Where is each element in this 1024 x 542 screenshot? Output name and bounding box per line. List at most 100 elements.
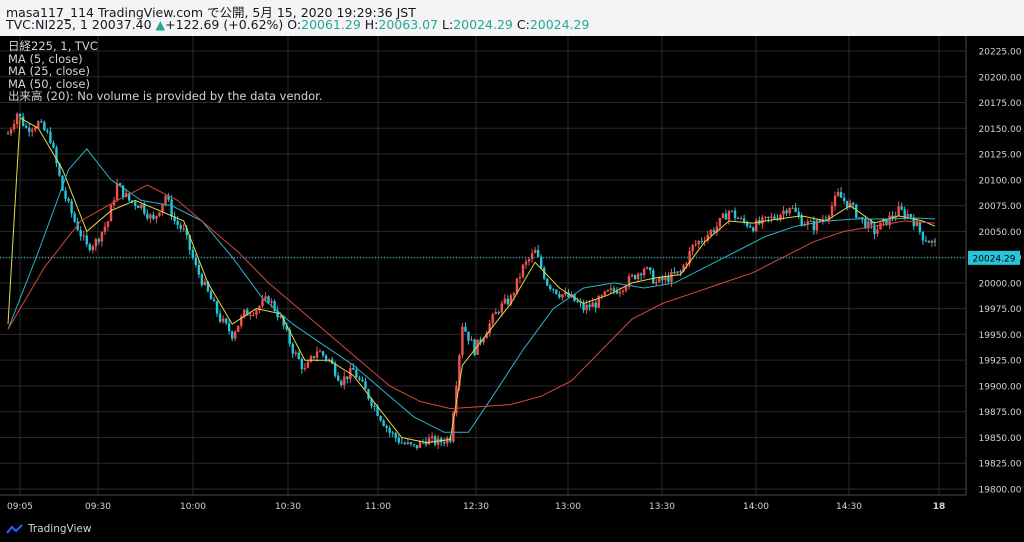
- high-value: 20063.07: [378, 17, 439, 32]
- candle-body: [924, 240, 928, 242]
- candle-body: [28, 127, 31, 132]
- price-chart[interactable]: 19800.00 19825.00 19850.00 19875.00 19900.00…: [0, 36, 1024, 518]
- candle-body: [218, 313, 222, 322]
- candle-body: [658, 277, 661, 283]
- legend-ma5[interactable]: MA (5, close): [8, 51, 83, 66]
- candle-body: [755, 220, 758, 232]
- candle-body: [361, 379, 364, 382]
- candle-body: [403, 443, 407, 445]
- candle-body: [552, 288, 555, 290]
- candle-body: [661, 277, 664, 281]
- y-tick-label: 20125.00: [979, 151, 1022, 161]
- candle-body: [697, 240, 700, 245]
- candle-body: [639, 273, 643, 276]
- candle-body: [773, 216, 776, 219]
- legend-ma25[interactable]: MA (25, close): [8, 64, 90, 79]
- candle-body: [833, 195, 837, 206]
- candle-body: [55, 147, 58, 164]
- candle-body: [24, 125, 28, 128]
- legend-series-title[interactable]: 日経225, 1, TVC: [8, 39, 98, 53]
- candle-body: [600, 295, 603, 297]
- chart-legend: 日経225, 1, TVC MA (5, close) MA (25, clos…: [8, 40, 323, 103]
- candle-body: [685, 263, 688, 266]
- candle-body: [82, 235, 85, 237]
- candle-body: [270, 301, 273, 303]
- candle-body: [521, 264, 525, 278]
- candle-body: [234, 331, 237, 339]
- candle-body: [785, 210, 788, 214]
- candle-body: [352, 367, 355, 370]
- candle-body: [373, 405, 376, 407]
- y-tick-label: 20175.00: [979, 99, 1022, 109]
- candle-body: [476, 339, 479, 355]
- legend-volume[interactable]: 出来高 (20): No volume is provided by the d…: [8, 89, 323, 104]
- candle-body: [358, 377, 361, 380]
- candle-body: [206, 281, 210, 292]
- candle-body: [94, 239, 98, 247]
- candle-body: [303, 367, 307, 370]
- candle-body: [630, 275, 634, 277]
- candle-body: [261, 299, 264, 307]
- candle-body: [252, 314, 255, 316]
- candle-body: [855, 204, 858, 218]
- candle-body: [827, 215, 831, 220]
- candle-body: [34, 127, 37, 130]
- candle-body: [506, 298, 510, 305]
- close-label: C:: [516, 17, 530, 32]
- candle-body: [621, 290, 625, 292]
- candle-body: [891, 215, 894, 218]
- legend-ma50[interactable]: MA (50, close): [8, 76, 90, 91]
- candle-body: [649, 267, 652, 271]
- candle-body: [764, 216, 767, 218]
- ohlc-line: TVC:NI225, 1 20037.40 ▲+122.69 (+0.62%) …: [6, 17, 589, 32]
- candle-body: [191, 250, 194, 258]
- candle-body: [240, 316, 243, 326]
- candle-body: [215, 301, 219, 314]
- candle-body: [739, 218, 743, 220]
- candle-body: [246, 309, 249, 316]
- candle-body: [52, 142, 55, 148]
- candle-body: [67, 198, 70, 201]
- chart-header: masa117_114 TradingView.com で公開, 5月 15, …: [0, 0, 1024, 36]
- candle-body: [930, 240, 934, 243]
- candle-body: [143, 204, 146, 214]
- candle-body: [794, 207, 797, 212]
- candle-body: [500, 303, 503, 313]
- candle-body: [503, 298, 507, 304]
- candle-body: [864, 219, 867, 229]
- candle-body: [564, 292, 567, 295]
- candle-body: [824, 219, 828, 221]
- candle-body: [224, 318, 228, 324]
- candle-body: [76, 221, 79, 231]
- candle-body: [137, 205, 140, 209]
- candle-body: [149, 214, 152, 219]
- candle-body: [337, 375, 340, 381]
- candle-body: [379, 415, 382, 421]
- candle-body: [243, 309, 246, 317]
- tradingview-logo[interactable]: TradingView: [6, 523, 91, 535]
- candle-body: [288, 329, 291, 344]
- candle-body: [839, 192, 843, 198]
- candle-body: [282, 315, 285, 326]
- candle-body: [446, 437, 449, 444]
- y-tick-label: 19975.00: [979, 305, 1022, 315]
- low-label: L:: [442, 17, 454, 32]
- candle-body: [691, 244, 694, 252]
- candle-body: [867, 221, 870, 229]
- candle-body: [452, 413, 455, 442]
- candle-body: [488, 323, 491, 334]
- candle-body: [409, 442, 413, 445]
- x-tick-label: 14:30: [836, 502, 862, 512]
- candle-body: [58, 163, 61, 176]
- candle-body: [527, 259, 531, 262]
- candle-body: [312, 356, 316, 358]
- candle-body: [127, 193, 131, 201]
- candle-body: [652, 270, 655, 284]
- candle-body: [109, 204, 113, 222]
- candle-body: [433, 436, 437, 445]
- candle-body: [321, 351, 325, 356]
- ma25-line: [7, 148, 936, 433]
- candle-body: [667, 276, 670, 282]
- candle-body: [836, 192, 840, 196]
- candle-body: [227, 323, 231, 332]
